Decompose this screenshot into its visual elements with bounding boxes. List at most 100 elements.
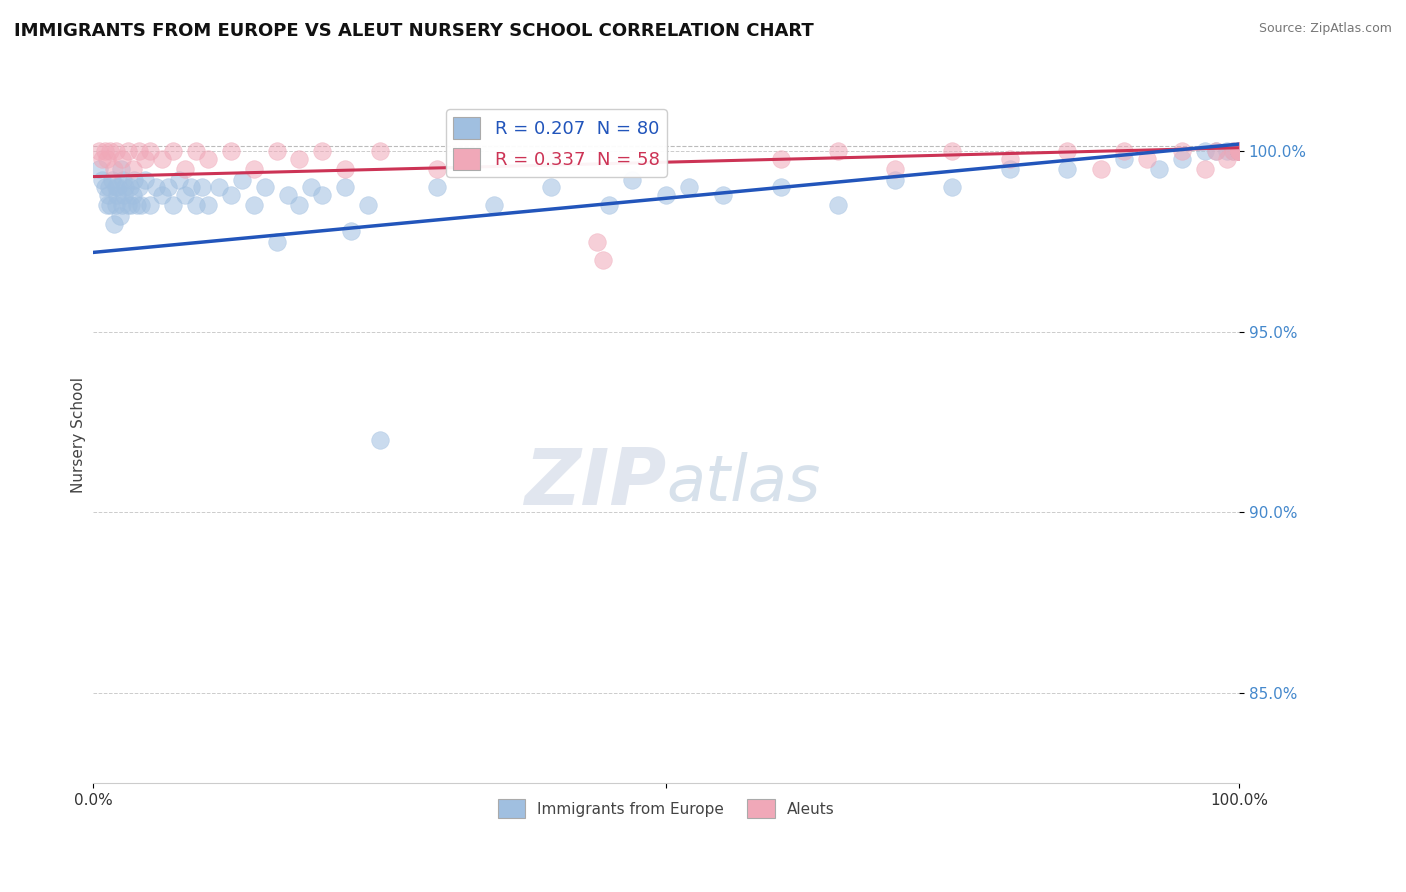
Point	[998, 152, 1021, 166]
Point	[111, 198, 134, 212]
Point	[242, 162, 264, 177]
Point	[941, 145, 963, 159]
Point	[1216, 152, 1239, 166]
Text: ZIP: ZIP	[524, 445, 666, 522]
Point	[335, 162, 357, 177]
Legend: Immigrants from Europe, Aleuts: Immigrants from Europe, Aleuts	[492, 793, 841, 824]
Point	[117, 198, 139, 212]
Point	[1227, 145, 1250, 159]
Point	[117, 145, 139, 159]
Point	[592, 252, 614, 267]
Point	[769, 180, 792, 194]
Point	[191, 180, 214, 194]
Point	[368, 145, 391, 159]
Point	[208, 180, 231, 194]
Point	[884, 173, 907, 187]
Point	[122, 162, 145, 177]
Point	[1227, 145, 1250, 159]
Point	[884, 162, 907, 177]
Point	[1114, 145, 1136, 159]
Point	[311, 187, 333, 202]
Point	[91, 152, 114, 166]
Point	[368, 433, 391, 447]
Point	[219, 145, 242, 159]
Point	[134, 173, 156, 187]
Point	[1222, 145, 1244, 159]
Point	[93, 180, 115, 194]
Point	[167, 173, 190, 187]
Point	[277, 187, 299, 202]
Point	[87, 162, 110, 177]
Point	[1136, 152, 1159, 166]
Text: IMMIGRANTS FROM EUROPE VS ALEUT NURSERY SCHOOL CORRELATION CHART: IMMIGRANTS FROM EUROPE VS ALEUT NURSERY …	[14, 22, 814, 40]
Point	[156, 180, 179, 194]
Point	[150, 187, 173, 202]
Point	[1227, 145, 1250, 159]
Point	[139, 145, 162, 159]
Point	[111, 152, 134, 166]
Point	[1216, 145, 1239, 159]
Point	[124, 173, 146, 187]
Point	[98, 198, 121, 212]
Point	[103, 217, 125, 231]
Point	[134, 152, 156, 166]
Point	[1205, 145, 1227, 159]
Point	[1227, 145, 1250, 159]
Point	[1056, 162, 1078, 177]
Point	[219, 187, 242, 202]
Point	[242, 198, 264, 212]
Y-axis label: Nursery School: Nursery School	[72, 376, 86, 492]
Point	[105, 198, 128, 212]
Point	[112, 187, 135, 202]
Point	[827, 198, 849, 212]
Point	[114, 180, 136, 194]
Point	[1227, 145, 1250, 159]
Point	[93, 145, 115, 159]
Point	[197, 198, 219, 212]
Point	[1056, 145, 1078, 159]
Point	[96, 198, 118, 212]
Point	[128, 180, 150, 194]
Point	[1227, 145, 1250, 159]
Point	[266, 145, 288, 159]
Point	[107, 180, 129, 194]
Point	[91, 173, 114, 187]
Point	[482, 198, 505, 212]
Point	[288, 152, 311, 166]
Point	[1205, 145, 1227, 159]
Point	[426, 162, 449, 177]
Point	[311, 145, 333, 159]
Point	[122, 187, 145, 202]
Point	[1227, 145, 1250, 159]
Point	[598, 198, 620, 212]
Point	[1227, 145, 1250, 159]
Point	[186, 198, 208, 212]
Point	[340, 224, 363, 238]
Point	[1227, 145, 1250, 159]
Point	[1227, 145, 1250, 159]
Point	[186, 145, 208, 159]
Point	[97, 187, 120, 202]
Point	[1170, 152, 1192, 166]
Point	[540, 180, 562, 194]
Point	[100, 173, 122, 187]
Text: atlas: atlas	[666, 452, 820, 515]
Point	[98, 145, 121, 159]
Point	[173, 162, 195, 177]
Point	[1194, 145, 1216, 159]
Point	[1222, 145, 1244, 159]
Point	[1170, 145, 1192, 159]
Point	[125, 198, 148, 212]
Point	[96, 152, 118, 166]
Point	[110, 162, 132, 177]
Point	[1227, 145, 1250, 159]
Point	[120, 198, 142, 212]
Point	[128, 145, 150, 159]
Point	[103, 162, 125, 177]
Point	[173, 187, 195, 202]
Point	[1227, 145, 1250, 159]
Point	[620, 173, 643, 187]
Point	[827, 145, 849, 159]
Point	[1227, 145, 1250, 159]
Point	[266, 235, 288, 249]
